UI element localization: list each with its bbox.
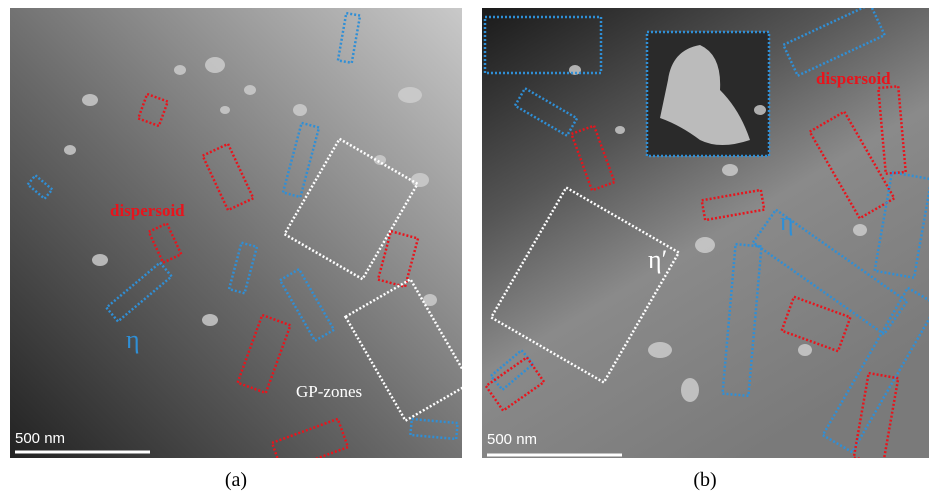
- annotation: dispersoid: [110, 201, 185, 220]
- scale-label: 500 nm: [487, 431, 537, 448]
- particle: [398, 87, 422, 103]
- particle: [798, 344, 812, 356]
- particle: [411, 173, 429, 187]
- panel-label: (a): [225, 469, 247, 491]
- particle: [205, 57, 225, 73]
- particle: [202, 314, 218, 326]
- annotation: dispersoid: [816, 69, 891, 88]
- annotation: GP-zones: [296, 382, 362, 401]
- annotation: η: [780, 207, 794, 236]
- particle: [648, 342, 672, 358]
- scale-label: 500 nm: [15, 430, 65, 447]
- particle: [64, 145, 76, 155]
- particle: [853, 224, 867, 236]
- particle: [220, 106, 230, 114]
- figure: 500 nm 500 nm dispersoid η GP-zones disp…: [0, 0, 929, 497]
- particle: [82, 94, 98, 106]
- annotation: η: [126, 325, 140, 354]
- particle: [754, 105, 766, 115]
- panel-label: (b): [693, 469, 716, 491]
- annotation: η′: [648, 245, 667, 274]
- particle: [174, 65, 186, 75]
- micrograph-a: [10, 8, 462, 458]
- particle: [423, 294, 437, 306]
- particle: [244, 85, 256, 95]
- particle: [615, 126, 625, 134]
- particle: [92, 254, 108, 266]
- particle: [695, 237, 715, 253]
- particle: [293, 104, 307, 116]
- particle: [681, 378, 699, 402]
- particle: [722, 164, 738, 176]
